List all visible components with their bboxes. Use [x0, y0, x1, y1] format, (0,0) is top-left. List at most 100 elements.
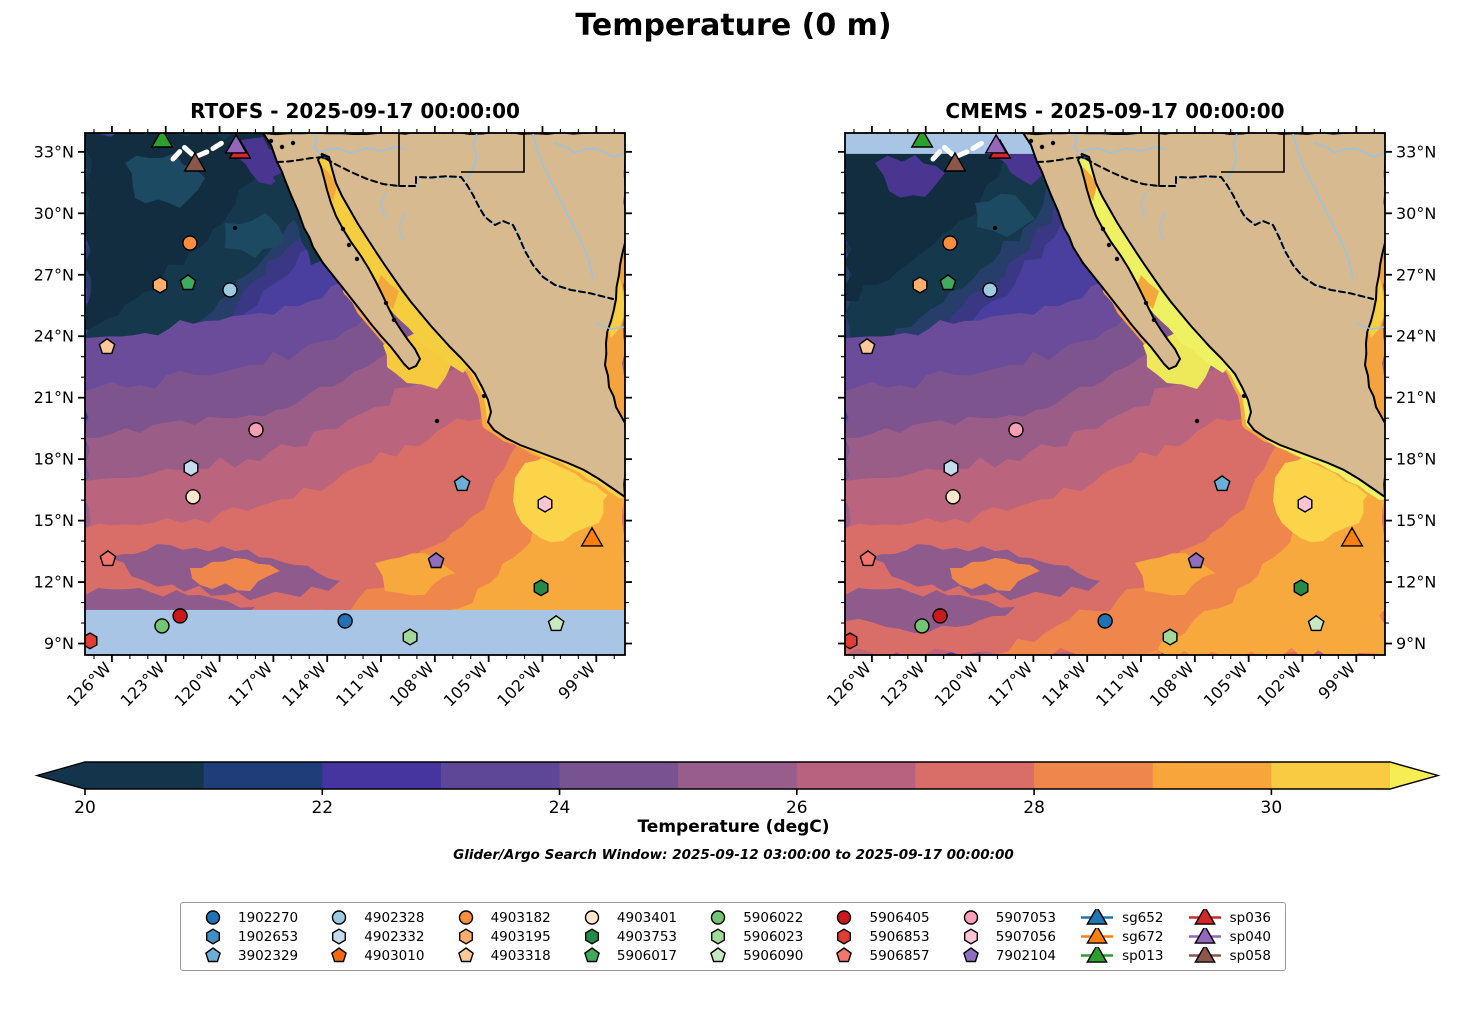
marker-7902104	[427, 552, 445, 569]
legend-label: 5906022	[743, 909, 804, 926]
marker-4903401	[185, 489, 201, 505]
x-tick-label: 105°W	[1200, 658, 1252, 710]
marker-3902329	[453, 475, 471, 492]
pecos-river	[532, 133, 594, 280]
marker-sg672	[580, 526, 604, 547]
glider-legend-icon	[1081, 909, 1114, 925]
temperature-colorbar: 20 22 24 26 28 30	[34, 761, 1441, 818]
legend-label: sp058	[1229, 947, 1271, 964]
legend-item-sp036: sp036	[1187, 909, 1271, 927]
island	[391, 317, 397, 323]
legend-item-1902270: 1902270	[195, 909, 298, 927]
legend-label: 5906023	[743, 928, 804, 945]
hexagon-icon	[837, 928, 852, 945]
marker-4903195	[152, 276, 168, 294]
island	[434, 418, 440, 424]
legend-column-2: 4903182 4903195 4903318	[448, 909, 551, 965]
legend-item-sg672: sg672	[1079, 928, 1163, 946]
y-tick-label: 24°N	[1396, 327, 1436, 346]
float-legend-icon	[963, 928, 978, 945]
figure-title: Temperature (0 m)	[575, 8, 892, 43]
y-tick-label: 12°N	[1396, 573, 1436, 592]
legend-label: 4903318	[490, 947, 551, 964]
legend-label: 5906853	[869, 928, 930, 945]
float-legend-icon	[205, 947, 221, 963]
y-tick-label: 9°N	[44, 634, 74, 653]
x-tick-label: 126°W	[63, 658, 115, 710]
pentagon-icon	[962, 947, 979, 963]
marker-4903182	[942, 235, 958, 251]
legend-label: 5906090	[743, 947, 804, 964]
circle-icon	[332, 910, 347, 925]
marker-4902332	[183, 459, 199, 477]
gila-river	[1080, 146, 1166, 154]
glider-legend-icon	[1188, 928, 1221, 944]
glider-legend-icon	[1081, 947, 1114, 963]
sst-cold-contour	[233, 137, 285, 185]
y-tick-label: 30°N	[34, 204, 74, 223]
legend-item-5906853: 5906853	[826, 928, 930, 946]
marker-5906022	[154, 618, 170, 634]
marker-4903318	[858, 337, 876, 355]
state-border	[1221, 133, 1285, 173]
rtofs-panel-title: RTOFS - 2025-09-17 00:00:00	[190, 99, 520, 123]
x-tick-label: 111°W	[1092, 658, 1144, 710]
marker-sp040	[984, 133, 1008, 154]
float-legend-icon	[331, 947, 348, 963]
colorbar-segment	[1034, 762, 1154, 789]
triangle-icon	[1086, 928, 1108, 944]
circle-icon	[205, 910, 221, 925]
sst-cold-contour	[975, 193, 1035, 237]
x-tick-label: 102°W	[493, 658, 545, 710]
x-tick-label: 99°W	[1314, 658, 1359, 703]
legend-item-4903195: 4903195	[448, 928, 551, 946]
sst-warm-contour	[845, 588, 1015, 633]
legend-column-6: 5907053 5907056 7902104	[953, 909, 1056, 965]
marker-sp058	[943, 151, 967, 172]
sst-warm-contour	[190, 558, 280, 591]
marker-sp013	[150, 133, 174, 148]
x-tick-label: 117°W	[984, 658, 1036, 710]
sonora-river	[1158, 212, 1166, 240]
x-tick-label: 120°W	[171, 658, 223, 710]
marker-7902104	[1187, 552, 1205, 569]
legend-item-4903753: 4903753	[574, 928, 677, 946]
legend-label: 4903753	[616, 928, 678, 945]
marker-5906022	[914, 618, 930, 634]
legend-label: 4903010	[364, 947, 425, 964]
marker-4902332	[943, 459, 959, 477]
legend-label: 5906857	[869, 947, 930, 964]
legend-label: 4902328	[364, 909, 425, 926]
legend-column-0: 1902270 1902653 3902329	[195, 909, 298, 965]
us-mexico-border	[276, 156, 400, 187]
legend-item-sg652: sg652	[1079, 909, 1163, 927]
y-tick-label: 27°N	[34, 265, 74, 284]
x-tick-label: 108°W	[1146, 658, 1198, 710]
colorbar-tick-label: 28	[1023, 798, 1045, 818]
legend-item-4903401: 4903401	[574, 909, 677, 927]
rtofs-map: 126°W 123°W 120°W 117°W 114°W 111°W 108°W 105°W…	[34, 126, 632, 710]
marker-5907056	[537, 495, 553, 513]
x-tick-label: 111°W	[332, 658, 384, 710]
glider-track	[930, 138, 988, 162]
colorbar-segment	[678, 762, 798, 789]
x-tick-label: 123°W	[877, 658, 929, 710]
sst-cold-contour	[125, 153, 205, 208]
legend-label: 4903195	[490, 928, 551, 945]
island	[279, 144, 285, 150]
island	[1028, 138, 1034, 144]
colorbar-tick-label: 22	[311, 798, 333, 818]
island	[1241, 393, 1247, 399]
legend-column-4: 5906022 5906023 5906090	[700, 909, 803, 965]
colorbar-segment	[559, 762, 679, 789]
legend-label: sp036	[1229, 909, 1271, 926]
x-tick-label: 114°W	[1038, 658, 1090, 710]
colorbar-label: Temperature (degC)	[637, 817, 830, 837]
circle-icon	[710, 910, 726, 925]
legend-column-7: sg652 sg672 sp013	[1079, 909, 1163, 965]
float-legend-icon	[711, 928, 726, 945]
float-legend-icon	[584, 910, 600, 925]
marker-5906853	[85, 632, 98, 650]
axes-frame	[844, 132, 1386, 656]
pentagon-icon	[205, 947, 221, 963]
